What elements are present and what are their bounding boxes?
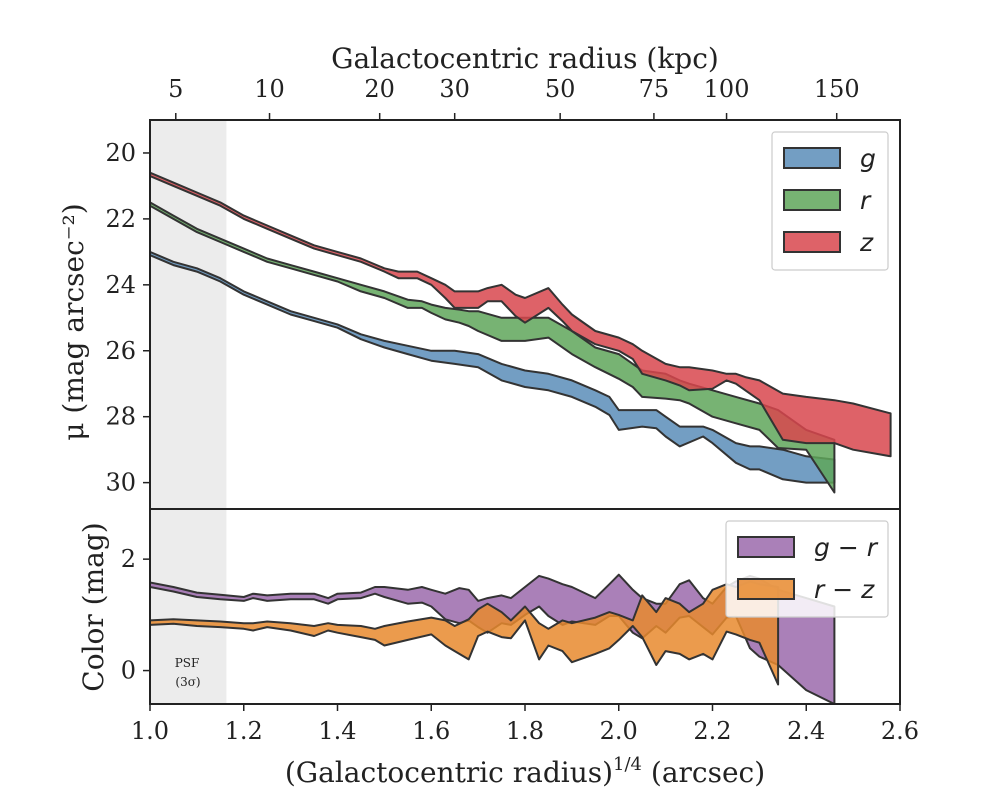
y-tick-label: 2 xyxy=(121,545,136,573)
color-panel: 0 2 g − r r − z 1.0 1.2 1.4 1.6 1.8 2.0 2.2 2.4 2.6 xyxy=(121,508,919,745)
band-r xyxy=(150,201,836,494)
y-tick-label: 0 xyxy=(121,657,136,685)
top-axis-title: Galactocentric radius (kpc) xyxy=(331,42,719,75)
x-tick-label: 2.6 xyxy=(881,717,919,745)
x-axis-label-exponent: 1/4 xyxy=(613,754,642,775)
top-x-tick-label: 50 xyxy=(545,75,576,103)
x-tick-label: 1.2 xyxy=(225,717,263,745)
band-r_minus_z xyxy=(150,580,780,686)
surface-brightness-panel: 20 22 24 26 28 30 grz 5 10 20 30 50 75 100 150 xyxy=(105,75,901,510)
legend-swatch-r xyxy=(783,189,841,211)
x-axis-label-base: (Galactocentric radius) xyxy=(285,756,613,789)
axis-text-layer: Galactocentric radius (kpc) μ (mag arcse… xyxy=(57,42,765,789)
y-tick-label: 26 xyxy=(105,337,136,365)
legend: grz xyxy=(771,131,889,271)
y-axis-label-surface-brightness: μ (mag arcsec⁻²) xyxy=(57,203,90,440)
top-x-tick-label: 75 xyxy=(639,75,670,103)
top-x-tick-label: 10 xyxy=(254,75,285,103)
psf-label: PSF xyxy=(175,656,200,670)
x-tick-label: 2.4 xyxy=(787,717,825,745)
y-tick-label: 20 xyxy=(105,139,136,167)
psf-shaded-region xyxy=(150,509,227,704)
legend-swatch-z xyxy=(783,231,841,253)
top-x-tick-label: 150 xyxy=(814,75,860,103)
top-x-tick-label: 20 xyxy=(364,75,395,103)
top-x-tick-label: 30 xyxy=(439,75,470,103)
band-z xyxy=(150,171,892,458)
x-tick-label: 1.4 xyxy=(318,717,356,745)
x-axis-label: (Galactocentric radius)1/4 (arcsec) xyxy=(285,754,765,789)
legend-swatch-g_minus_r xyxy=(737,536,795,558)
y-tick-label: 30 xyxy=(105,469,136,497)
y-tick-label: 28 xyxy=(105,403,136,431)
top-x-tick-label: 5 xyxy=(168,75,183,103)
legend-label-g: g xyxy=(860,144,876,173)
y-tick-label: 22 xyxy=(105,205,136,233)
legend-label-r: r xyxy=(860,186,872,215)
top-x-tick-label: 100 xyxy=(704,75,750,103)
bands xyxy=(150,171,892,494)
x-tick-label: 2.2 xyxy=(693,717,731,745)
x-tick-label: 2.0 xyxy=(600,717,638,745)
psf-sigma-label: (3σ) xyxy=(175,675,200,689)
legend-swatch-r_minus_z xyxy=(737,578,795,600)
bands xyxy=(150,573,836,704)
x-tick-label: 1.0 xyxy=(131,717,169,745)
legend-label-r_minus_z: r − z xyxy=(814,575,875,604)
legend-label-g_minus_r: g − r xyxy=(814,533,879,562)
legend-label-z: z xyxy=(859,228,874,257)
x-axis-label-unit: (arcsec) xyxy=(642,756,765,789)
x-tick-label: 1.8 xyxy=(506,717,544,745)
y-tick-label: 24 xyxy=(105,271,136,299)
x-tick-label: 1.6 xyxy=(412,717,450,745)
psf-shaded-region xyxy=(150,120,227,509)
legend-swatch-g xyxy=(783,147,841,169)
y-axis-label-color: Color (mag) xyxy=(77,522,110,691)
legend: g − r r − z xyxy=(725,520,889,618)
